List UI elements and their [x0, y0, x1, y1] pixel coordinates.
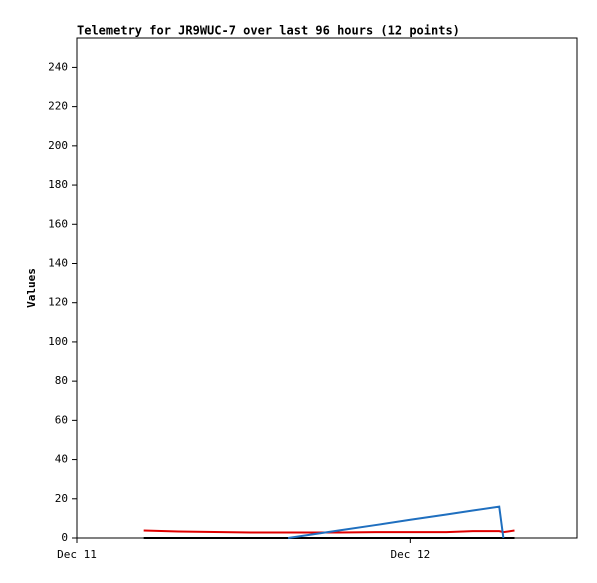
- y-tick-label: 0: [61, 531, 68, 544]
- series-line: [287, 505, 505, 539]
- y-axis-label: Values: [25, 268, 38, 308]
- y-tick-label: 40: [55, 453, 68, 466]
- x-tick-label: Dec 11: [57, 548, 97, 561]
- y-tick-label: 80: [55, 374, 68, 387]
- y-tick-label: 240: [48, 60, 68, 73]
- y-tick-label: 20: [55, 492, 68, 505]
- y-tick-label: 200: [48, 139, 68, 152]
- y-tick-label: 180: [48, 178, 68, 191]
- y-tick-label: 160: [48, 217, 68, 230]
- y-tick-label: 60: [55, 413, 68, 426]
- y-tick-label: 220: [48, 100, 68, 113]
- y-tick-label: 120: [48, 296, 68, 309]
- x-tick-label: Dec 12: [390, 548, 430, 561]
- y-tick-label: 100: [48, 335, 68, 348]
- y-tick-label: 140: [48, 256, 68, 269]
- chart-title: Telemetry for JR9WUC-7 over last 96 hour…: [77, 24, 460, 38]
- series-line: [143, 529, 515, 534]
